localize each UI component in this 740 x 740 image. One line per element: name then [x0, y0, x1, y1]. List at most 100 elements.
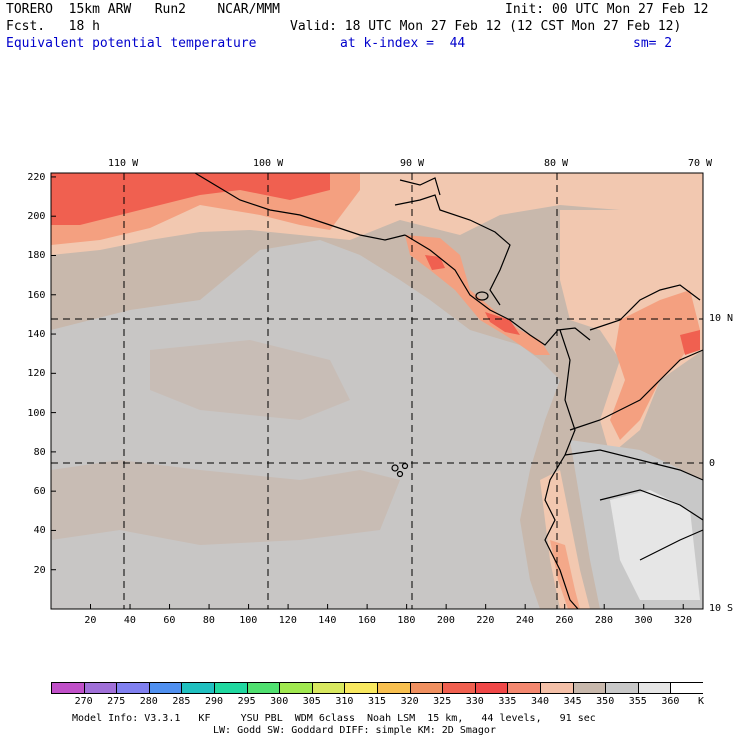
x-tick-label: 20: [84, 615, 97, 626]
x-tick-label: 80: [202, 615, 215, 626]
colorbar-label: 295: [237, 696, 256, 707]
central-america-north: [394, 194, 511, 306]
coastlines: [194, 172, 704, 610]
colorbar-label: 355: [628, 696, 647, 707]
colorbar-swatch: [215, 683, 248, 693]
colorbar-label: 275: [107, 696, 126, 707]
colorbar-unit: K: [698, 696, 705, 707]
y-tick-label: 200: [27, 211, 46, 223]
colorbar-swatch: [84, 683, 118, 693]
x-tick-label: 260: [555, 615, 574, 626]
colorbar-label: 360: [661, 696, 680, 707]
lon-label-100w: 100 W: [253, 158, 284, 169]
colorbar-label: 330: [465, 696, 484, 707]
south-america-coast: [544, 329, 579, 610]
colorbar-label: 290: [204, 696, 224, 707]
colorbar-label: 300: [270, 696, 289, 707]
y-tick-label: 100: [27, 407, 46, 419]
model-title: TORERO 15km ARW Run2 NCAR/MMM: [6, 2, 280, 17]
colorbar-swatch: [606, 683, 639, 693]
x-tick-label: 120: [278, 615, 297, 626]
galapagos-3: [396, 470, 404, 478]
field-name: Equivalent potential temperature: [6, 36, 257, 51]
colorbar-label: 315: [367, 696, 387, 707]
y-tick-label: 60: [33, 486, 46, 498]
y-tick-label: 180: [27, 250, 46, 262]
map-fill: [51, 173, 703, 609]
lake-nicaragua: [475, 291, 489, 301]
colorbar-label: 280: [139, 696, 158, 707]
x-tick-label: 240: [515, 615, 534, 626]
lat-label-10s: 10 S: [709, 603, 734, 614]
lon-label-90w: 90 W: [400, 158, 425, 169]
colorbar-swatch: [182, 683, 215, 693]
y-tick-label: 160: [27, 289, 46, 301]
x-tick-label: 220: [476, 615, 495, 626]
colorbar-swatch: [345, 683, 378, 693]
level-index: at k-index = 44: [340, 36, 466, 51]
colorbar-swatch: [541, 683, 574, 693]
x-tick-label: 300: [634, 615, 653, 626]
colorbar-label: 270: [74, 696, 93, 707]
colorbar-swatch: [149, 683, 183, 693]
colorbar-label: 325: [433, 696, 452, 707]
warm-peru-coast: [540, 470, 590, 609]
colorbar-swatch: [280, 683, 313, 693]
y-tick-label: 80: [33, 446, 46, 458]
x-tick-label: 320: [673, 615, 692, 626]
colorbar-swatch: [312, 683, 346, 693]
colorbar-swatch: [117, 683, 150, 693]
y-tick-label: 20: [33, 564, 46, 576]
colorbar: [51, 682, 704, 694]
lat-label-0: 0: [709, 458, 716, 469]
colorbar-label: 310: [335, 696, 354, 707]
colorbar-swatch: [638, 683, 672, 693]
colorbar-label: 285: [172, 696, 191, 707]
central-america-coast: [404, 234, 591, 346]
valid-time: Valid: 18 UTC Mon 27 Feb 12 (12 CST Mon …: [290, 19, 682, 34]
cool-band-south: [51, 460, 400, 545]
forecast-hour: Fcst. 18 h: [6, 19, 100, 34]
smoothing: sm= 2: [633, 36, 673, 51]
mexico-coast: [194, 172, 406, 241]
axis-ticks: [51, 176, 684, 609]
colorbar-label: 335: [498, 696, 517, 707]
colorbar-swatch: [378, 683, 411, 693]
lon-label-70w: 70 W: [688, 158, 713, 169]
init-time: Init: 00 UTC Mon 27 Feb 12: [505, 2, 709, 17]
colorbar-label: 345: [563, 696, 582, 707]
border-1: [569, 349, 704, 431]
border-3: [599, 489, 704, 521]
colorbar-swatch: [475, 683, 509, 693]
x-tick-label: 180: [397, 615, 416, 626]
x-tick-label: 100: [239, 615, 258, 626]
colorbar-label: 340: [530, 696, 550, 707]
colorbar-swatch: [508, 683, 541, 693]
y-tick-label: 140: [27, 329, 46, 341]
x-tick-label: 60: [163, 615, 176, 626]
colorbar-swatch: [410, 683, 444, 693]
colorbar-swatch: [573, 683, 607, 693]
yucatan: [399, 177, 441, 196]
colorbar-swatch: [52, 683, 85, 693]
map-frame: [50, 172, 704, 610]
border-4: [639, 529, 704, 561]
colorbar-swatch: [247, 683, 281, 693]
cool-band-mid: [150, 340, 350, 420]
galapagos-1: [391, 464, 399, 472]
hot-east-coast: [680, 330, 700, 355]
graticule: [51, 173, 703, 609]
warm-east-coast: [610, 290, 700, 440]
colorbar-label: 320: [400, 696, 419, 707]
hot-north: [51, 173, 330, 225]
x-tick-label: 40: [123, 615, 136, 626]
colorbar-swatch: [671, 683, 704, 693]
model-info: Model Info: V3.3.1 KF YSU PBL WDM 6class…: [72, 713, 596, 724]
colorbar-label: 350: [596, 696, 615, 707]
x-tick-label: 280: [594, 615, 613, 626]
x-tick-label: 160: [357, 615, 376, 626]
lat-label-10n: 10 N: [709, 313, 734, 324]
colombia-venezuela-coast: [589, 284, 701, 331]
y-tick-label: 220: [27, 171, 46, 183]
